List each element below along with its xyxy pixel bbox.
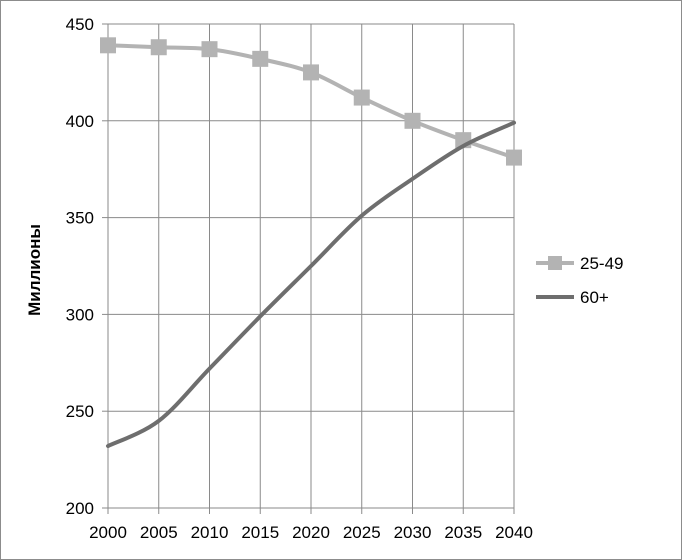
tick-labels: 200 250 300 350 400 450 2000 2005 2010 2015 2020 20… <box>66 15 533 542</box>
data-point-25-49-2015 <box>252 50 269 67</box>
y-tick-label: 250 <box>66 402 94 421</box>
data-point-25-49-2020 <box>303 64 319 81</box>
data-point-25-49-2010 <box>201 41 218 58</box>
x-tick-label: 2030 <box>394 523 432 542</box>
x-tick-label: 2025 <box>343 523 381 542</box>
axes <box>102 23 515 514</box>
x-tick-label: 2040 <box>495 523 533 542</box>
y-axis-label: Миллионы <box>25 224 44 316</box>
legend-label-60+: 60+ <box>580 288 609 307</box>
y-tick-label: 200 <box>66 499 94 518</box>
legend-marker-25-49 <box>548 256 562 270</box>
y-tick-label: 400 <box>66 112 94 131</box>
data-point-25-49-2025 <box>353 89 370 106</box>
x-tick-label: 2000 <box>89 523 127 542</box>
series-layer <box>100 37 522 449</box>
y-tick-label: 300 <box>66 305 94 324</box>
data-point-25-49-2005 <box>150 39 167 56</box>
x-tick-label: 2020 <box>292 523 330 542</box>
legend-label-25-49: 25-49 <box>580 254 623 273</box>
y-tick-label: 450 <box>66 15 94 34</box>
series-line-60+ <box>106 120 516 449</box>
data-point-25-49-2030 <box>404 112 421 129</box>
y-tick-label: 350 <box>66 209 94 228</box>
legend: 25-49 60+ <box>536 254 623 307</box>
x-tick-label: 2010 <box>191 523 229 542</box>
x-tick-label: 2015 <box>241 523 279 542</box>
data-point-25-49-2000 <box>100 37 116 54</box>
x-tick-label: 2005 <box>140 523 178 542</box>
x-tick-label: 2035 <box>444 523 482 542</box>
data-point-25-49-2040 <box>506 149 522 166</box>
